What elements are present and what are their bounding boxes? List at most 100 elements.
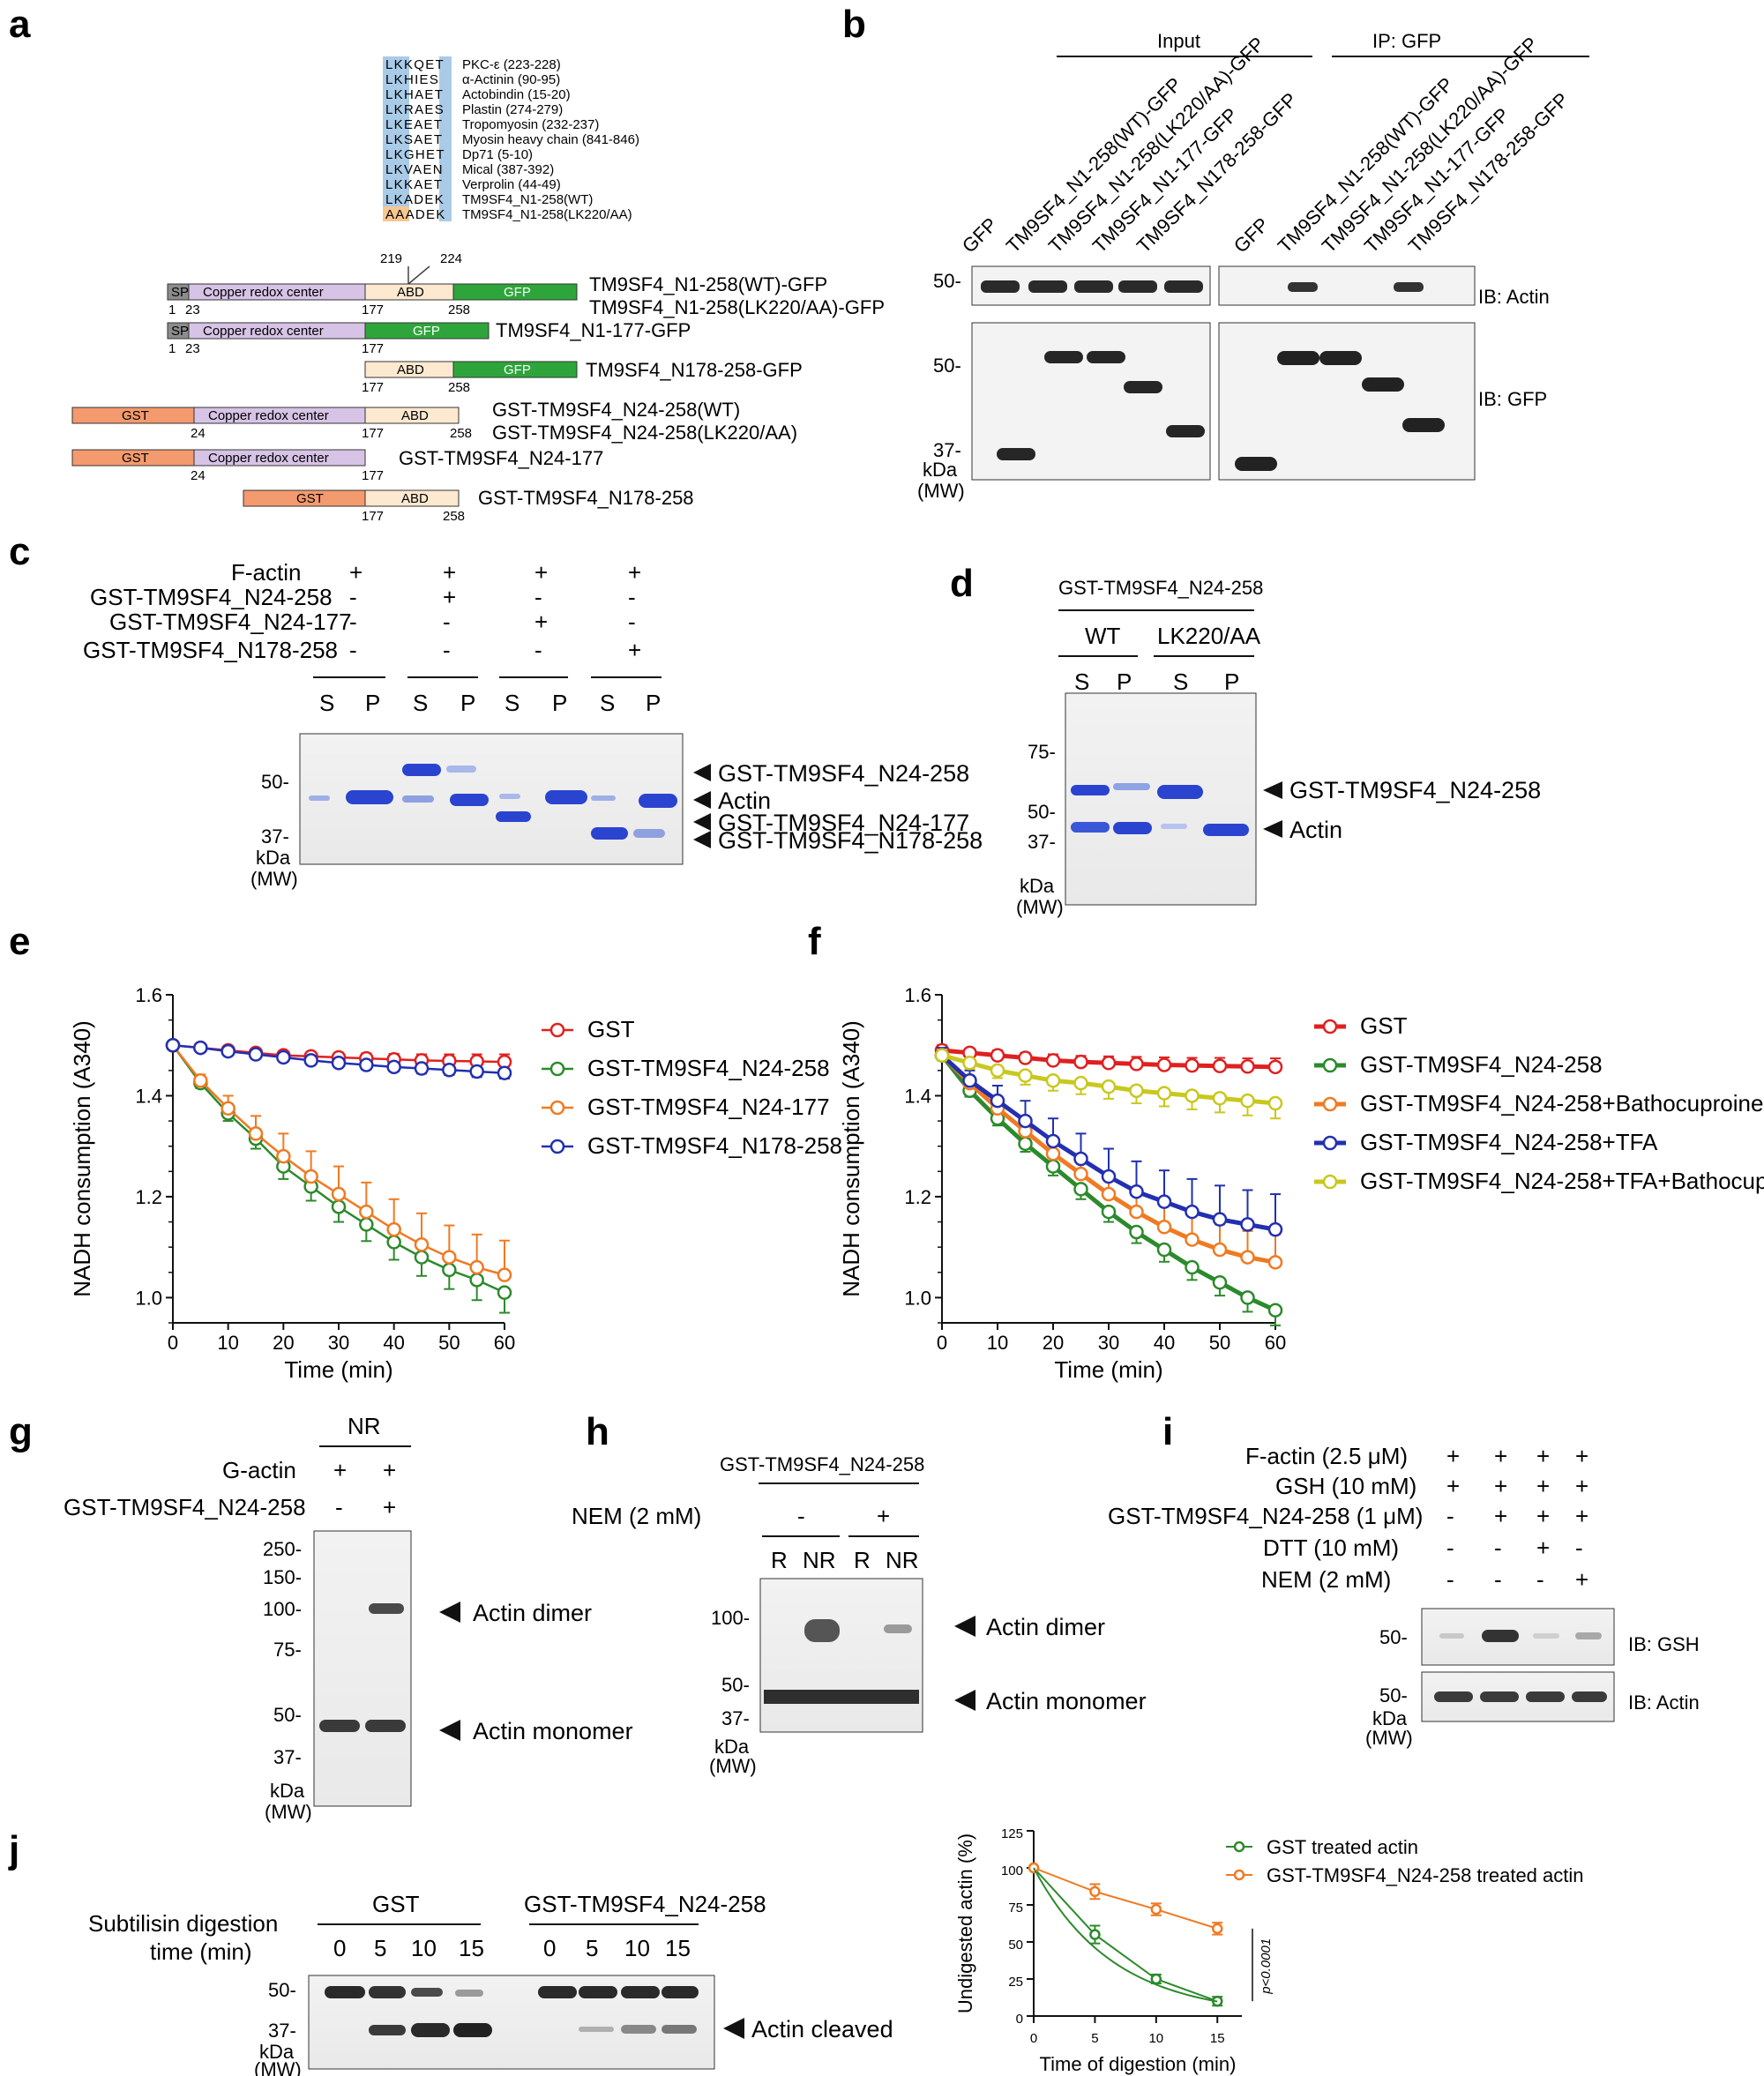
p-value: p<0.0001 [1259,1938,1274,1995]
j-time-label: 15 [665,1935,691,1961]
data-point [442,1063,457,1078]
data-point [276,1148,291,1164]
i-ib-actin: IB: Actin [1628,1691,1700,1714]
y-tick-label: 100 [1001,1863,1023,1878]
panel-j: j Subtilisin digestion time (min) GST GS… [8,1826,1584,2076]
pos-label: 24 [191,468,206,483]
construct-4-label: GST-TM9SF4_N24-258(WT) [492,399,740,421]
b-bands [981,280,1445,471]
motif-name: α-Actinin (90-95) [462,72,560,87]
pos-label: 258 [443,509,465,524]
x-tick-label: 0 [937,1332,947,1354]
data-point [248,1047,264,1062]
y-tick-label: 1.4 [904,1085,931,1107]
h-lane: NR [886,1547,919,1573]
j-band [662,1986,699,1998]
panel-a: a LKKQET PKC-ε (223-228) LKHIES α-Actinin (… [9,3,885,524]
b-band [1087,351,1125,363]
i-row-label: GSH (10 mM) [1275,1473,1416,1499]
c-band [639,794,677,808]
abd-label: ABD [401,491,429,506]
data-point [469,1064,484,1079]
x-tick-label: 60 [494,1332,515,1354]
motif-seq: LKHAET [385,87,444,102]
motif-name: Myosin heavy chain (841-846) [462,132,639,147]
pos-label: 24 [191,426,206,441]
b-band [1124,381,1162,393]
data-point [414,1250,430,1265]
gst-label: GST [122,408,149,423]
legend-marker [1322,1174,1338,1190]
h-mw: 50- [721,1674,750,1696]
b-band [1044,351,1083,363]
b-lane-label: GFP [1230,213,1274,258]
b-band [1288,282,1318,292]
redox-label: Copper redox center [208,451,329,466]
motif-seq: LKEAET [385,117,443,132]
d-band [1113,783,1150,790]
c-arrow-label: GST-TM9SF4_N24-258 [718,760,969,787]
x-tick-label: 20 [273,1332,294,1354]
data-point [1129,1204,1144,1220]
data-point [1211,1923,1223,1935]
y-tick-label: 1.6 [904,984,931,1006]
d-mw37: 37- [1028,831,1056,853]
i-row-label: GST-TM9SF4_N24-258 (1 μM) [1108,1503,1423,1529]
j-band [538,1986,577,1998]
i-mw50a: 50- [1379,1626,1408,1648]
data-point [1018,1136,1033,1152]
i-row-val: + [1446,1473,1460,1499]
panel-c: c F-actin + + + +GST-TM9SF4_N24-258- + - -GST-T… [9,530,983,890]
data-point [386,1059,401,1075]
j-band [411,1988,443,1997]
j-band [621,2025,656,2034]
panel-label-d: d [950,562,974,605]
abd-label: ABD [397,285,424,300]
i-row-val: - [1575,1535,1583,1561]
c-row-val: + [534,559,548,586]
legend-label: GST [1360,1012,1408,1039]
motif-name: Dp71 (5-10) [462,147,533,162]
y-tick-label: 50 [1008,1938,1023,1953]
j-band [455,1990,483,1997]
legend-marker [1233,1841,1245,1853]
ib-actin-label: IB: Actin [1478,286,1550,308]
x-tick-label: 30 [328,1332,349,1354]
data-point [1240,1250,1255,1265]
data-point [1240,1217,1255,1232]
data-point [1156,1242,1172,1258]
b-band [1074,280,1113,293]
b-lane-labels: GFP TM9SF4_N1-258(WT)-GFPTM9SF4_N1-258(LK… [958,33,1573,258]
d-kda: kDa [1020,875,1055,897]
c-band [633,829,665,838]
c-sp-label: P [552,690,567,716]
c-row-label: GST-TM9SF4_N178-258 [83,637,338,663]
data-point [1240,1093,1255,1109]
legend-marker [1322,1096,1338,1112]
construct-2-label: TM9SF4_N1-177-GFP [496,319,691,341]
y-tick-label: 125 [1001,1826,1023,1841]
c-row-val: + [534,609,548,635]
data-point [1045,1133,1061,1149]
pos-label: 258 [448,302,470,317]
g-row1v: + [333,1457,347,1483]
legend-marker [1233,1869,1245,1881]
x-tick-label: 15 [1210,2031,1225,2046]
series-2 [165,1037,512,1282]
i-row-val: + [1575,1473,1588,1499]
g-row2v: + [383,1494,396,1520]
i-mw50b: 50- [1379,1684,1408,1706]
construct-5-bar: GST Copper redox center 24 177 [71,449,384,483]
ib-gfp-label: IB: GFP [1478,388,1547,410]
series-1 [1028,1862,1223,1936]
y-axis-label: NADH consumption (A340) [69,1020,95,1297]
i-ib-gsh: IB: GSH [1628,1633,1700,1655]
j-band [579,2027,614,2032]
panel-label-b: b [842,3,866,46]
x-axis-label: Time of digestion (min) [1040,2053,1237,2075]
c-row-label: GST-TM9SF4_N24-177 [109,609,352,635]
i-row-val: - [1536,1566,1544,1593]
construct-1-label: TM9SF4_N1-258(WT)-GFP [589,273,827,295]
h-nem: NEM (2 mM) [572,1503,701,1529]
